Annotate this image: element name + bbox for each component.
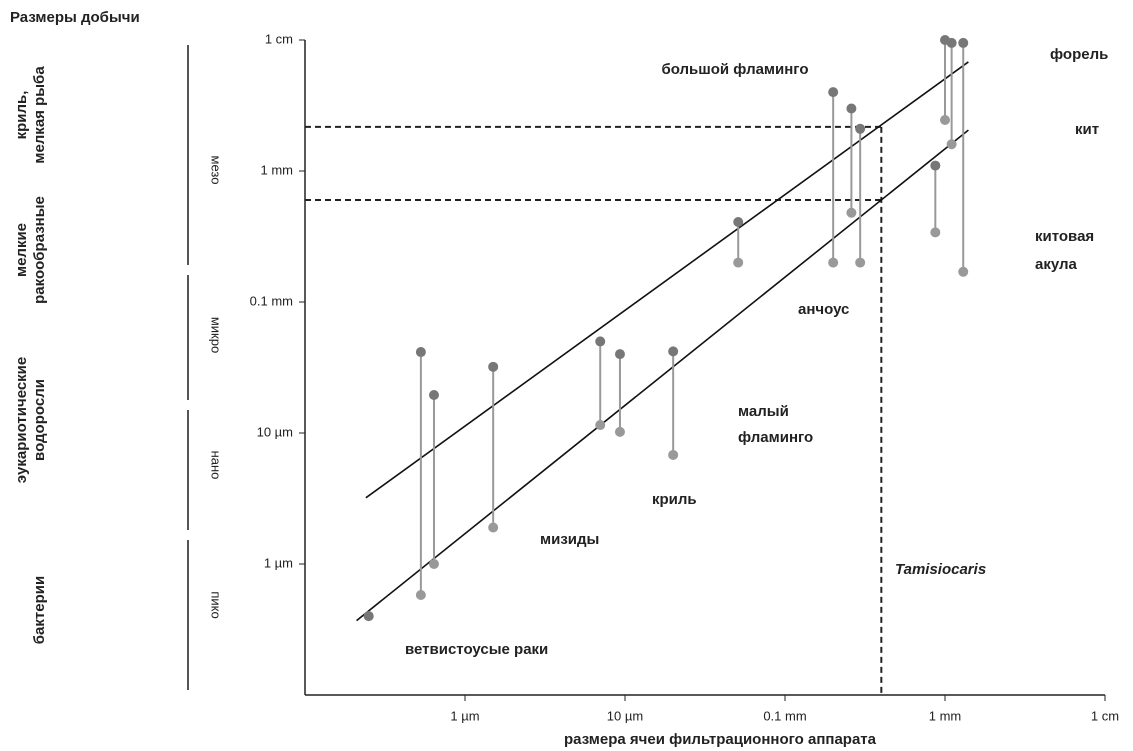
chart-title: Размеры добычи bbox=[10, 9, 140, 26]
prey-group-label: мелкие bbox=[13, 223, 30, 277]
fit-line bbox=[357, 130, 969, 620]
y-tick-label: 0.1 mm bbox=[250, 293, 293, 308]
annotation: фламинго bbox=[738, 429, 813, 446]
range-min bbox=[595, 420, 605, 430]
x-tick-label: 1 mm bbox=[929, 708, 962, 723]
range-max bbox=[416, 347, 426, 357]
range-max bbox=[855, 124, 865, 134]
range-min bbox=[855, 258, 865, 268]
range-max bbox=[846, 103, 856, 113]
range-max bbox=[595, 336, 605, 346]
annotation: Tamisiocaris bbox=[895, 561, 986, 578]
x-tick-label: 1 cm bbox=[1091, 708, 1119, 723]
range-max bbox=[930, 161, 940, 171]
range-min bbox=[958, 267, 968, 277]
x-tick-label: 10 µm bbox=[607, 708, 643, 723]
annotation: малый bbox=[738, 403, 789, 420]
prey-group-label: мелкая рыба bbox=[31, 66, 48, 164]
range-max bbox=[429, 390, 439, 400]
x-tick-label: 0.1 mm bbox=[763, 708, 806, 723]
range-min bbox=[930, 227, 940, 237]
range-min bbox=[615, 427, 625, 437]
range-max bbox=[488, 362, 498, 372]
range-max bbox=[364, 611, 374, 621]
range-min bbox=[668, 450, 678, 460]
annotation: китовая bbox=[1035, 228, 1094, 245]
prey-group-label: криль, bbox=[13, 91, 30, 140]
prey-group-label: бактерии bbox=[31, 576, 48, 644]
range-min bbox=[828, 258, 838, 268]
range-min bbox=[733, 258, 743, 268]
size-class-label: пико bbox=[209, 591, 224, 618]
y-tick-label: 1 cm bbox=[265, 31, 293, 46]
y-tick-label: 1 mm bbox=[261, 162, 294, 177]
chart: Размеры добычи размера ячеи фильтрационн… bbox=[0, 0, 1133, 751]
annotation: кит bbox=[1075, 121, 1099, 138]
annotation: акула bbox=[1035, 256, 1078, 273]
range-min bbox=[846, 208, 856, 218]
annotation: большой фламинго bbox=[661, 61, 808, 78]
range-min bbox=[429, 559, 439, 569]
range-max bbox=[828, 87, 838, 97]
annotation: мизиды bbox=[540, 531, 599, 548]
range-min bbox=[947, 139, 957, 149]
range-max bbox=[668, 346, 678, 356]
range-max bbox=[733, 217, 743, 227]
page: {"chart_data":{"type":"range","title":"Р… bbox=[0, 0, 1133, 751]
annotation: ветвистоусые раки bbox=[405, 641, 548, 658]
range-min bbox=[940, 115, 950, 125]
range-max bbox=[947, 38, 957, 48]
annotation: форель bbox=[1050, 46, 1108, 63]
y-tick-label: 10 µm bbox=[257, 424, 293, 439]
range-max bbox=[958, 38, 968, 48]
y-tick-label: 1 µm bbox=[264, 555, 293, 570]
range-max bbox=[615, 349, 625, 359]
prey-group-label: ракообразные bbox=[31, 196, 48, 304]
x-axis-label: размера ячеи фильтрационного аппарата bbox=[564, 731, 877, 748]
prey-group-label: эукариотические bbox=[13, 357, 30, 483]
size-class-label: микро bbox=[209, 317, 224, 353]
size-class-label: нано bbox=[209, 451, 224, 480]
annotation: анчоус bbox=[798, 301, 849, 318]
range-min bbox=[416, 590, 426, 600]
size-class-label: мезо bbox=[209, 156, 224, 185]
prey-group-label: водоросли bbox=[31, 379, 48, 461]
x-tick-label: 1 µm bbox=[450, 708, 479, 723]
annotation: криль bbox=[652, 491, 697, 508]
range-min bbox=[488, 522, 498, 532]
